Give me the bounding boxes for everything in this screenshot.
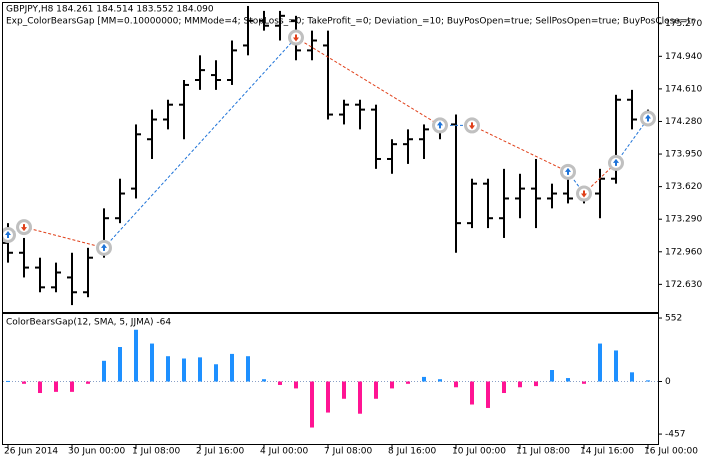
histogram-bar bbox=[342, 381, 346, 399]
y-tick-label: 175.270 bbox=[665, 19, 702, 29]
trade-line bbox=[471, 124, 569, 173]
y-tick-label: 172.960 bbox=[665, 247, 702, 257]
histogram-bar bbox=[614, 350, 618, 382]
y-tick-label: 173.620 bbox=[665, 182, 702, 192]
x-tick-label: 14 Jul 16:00 bbox=[580, 447, 634, 457]
histogram-bar bbox=[278, 381, 282, 385]
y-tick-label: 174.610 bbox=[665, 84, 702, 94]
indicator-plot bbox=[3, 329, 658, 428]
histogram-bar bbox=[214, 364, 218, 382]
x-tick-label: 26 Jun 2014 bbox=[4, 447, 58, 457]
y-tick-label: 552 bbox=[665, 314, 682, 324]
x-tick-label: 1 Jul 08:00 bbox=[132, 447, 181, 457]
x-tick-label: 16 Jul 00:00 bbox=[644, 447, 698, 457]
histogram-bar bbox=[118, 347, 122, 382]
y-tick-label: 172.630 bbox=[665, 280, 702, 290]
signal-arrow bbox=[565, 167, 571, 175]
signal-arrow bbox=[101, 243, 107, 251]
histogram-bar bbox=[102, 360, 106, 382]
signal-arrow bbox=[613, 158, 619, 166]
trade-line bbox=[103, 37, 297, 249]
histogram-bar bbox=[150, 343, 154, 382]
x-tick-label: 10 Jul 00:00 bbox=[452, 447, 506, 457]
signal-arrow bbox=[5, 230, 11, 238]
y-tick-label: 173.290 bbox=[665, 215, 702, 225]
histogram-bar bbox=[550, 370, 554, 382]
trade-line bbox=[295, 37, 441, 126]
histogram-bar bbox=[534, 381, 538, 387]
x-tick-label: 11 Jul 08:00 bbox=[516, 447, 570, 457]
histogram-bar bbox=[630, 372, 634, 382]
histogram-bar bbox=[246, 356, 250, 382]
histogram-bar bbox=[358, 381, 362, 414]
y-tick-label: 0 bbox=[665, 377, 671, 387]
histogram-bar bbox=[438, 379, 442, 382]
price-plot bbox=[3, 5, 656, 306]
histogram-bar bbox=[6, 380, 10, 382]
x-tick-label: 30 Jun 00:00 bbox=[68, 447, 125, 457]
histogram-bar bbox=[566, 378, 570, 382]
histogram-bar bbox=[70, 381, 74, 392]
signal-arrow bbox=[21, 224, 27, 232]
x-tick-label: 8 Jul 16:00 bbox=[388, 447, 437, 457]
x-tick-label: 2 Jul 16:00 bbox=[196, 447, 245, 457]
histogram-bar bbox=[38, 381, 42, 394]
histogram-bar bbox=[486, 381, 490, 408]
histogram-bar bbox=[54, 381, 58, 392]
histogram-bar bbox=[518, 381, 522, 388]
histogram-bar bbox=[470, 381, 474, 405]
histogram-bar bbox=[582, 381, 586, 384]
histogram-bar bbox=[454, 381, 458, 388]
histogram-bar bbox=[502, 381, 506, 394]
y-tick-label: 174.280 bbox=[665, 117, 702, 127]
y-tick-label: 174.940 bbox=[665, 52, 702, 62]
histogram-bar bbox=[374, 381, 378, 399]
y-tick-label: 173.950 bbox=[665, 150, 702, 160]
histogram-bar bbox=[262, 379, 266, 382]
histogram-bar bbox=[422, 376, 426, 382]
chart-title: GBPJPY,H8 184.261 184.514 183.552 184.09… bbox=[6, 5, 214, 15]
histogram-bar bbox=[646, 380, 650, 382]
histogram-bar bbox=[598, 343, 602, 382]
signal-arrow bbox=[645, 114, 651, 122]
trade-line bbox=[23, 226, 105, 249]
signal-arrow bbox=[437, 121, 443, 129]
histogram-bar bbox=[310, 381, 314, 428]
histogram-bar bbox=[86, 381, 90, 384]
histogram-bar bbox=[166, 356, 170, 382]
signal-arrow bbox=[581, 190, 587, 198]
signal-arrow bbox=[293, 34, 299, 42]
x-tick-label: 7 Jul 08:00 bbox=[324, 447, 373, 457]
y-tick-label: -457 bbox=[665, 430, 685, 440]
histogram-bar bbox=[390, 381, 394, 389]
indicator-title: ColorBearsGap(12, SMA, 5, JJMA) -64 bbox=[6, 318, 171, 328]
histogram-bar bbox=[22, 381, 26, 384]
trade-line bbox=[615, 118, 649, 164]
histogram-bar bbox=[182, 358, 186, 382]
histogram-bar bbox=[134, 329, 138, 382]
histogram-bar bbox=[294, 381, 298, 389]
histogram-bar bbox=[326, 381, 330, 413]
histogram-bar bbox=[230, 353, 234, 382]
x-tick-label: 4 Jul 00:00 bbox=[260, 447, 309, 457]
histogram-bar bbox=[406, 381, 410, 384]
price-panel bbox=[2, 2, 659, 313]
expert-label: Exp_ColorBearsGap [MM=0.10000000; MMMode… bbox=[6, 17, 695, 27]
indicator-panel bbox=[2, 313, 659, 445]
signal-arrow bbox=[469, 122, 475, 130]
histogram-bar bbox=[198, 357, 202, 382]
